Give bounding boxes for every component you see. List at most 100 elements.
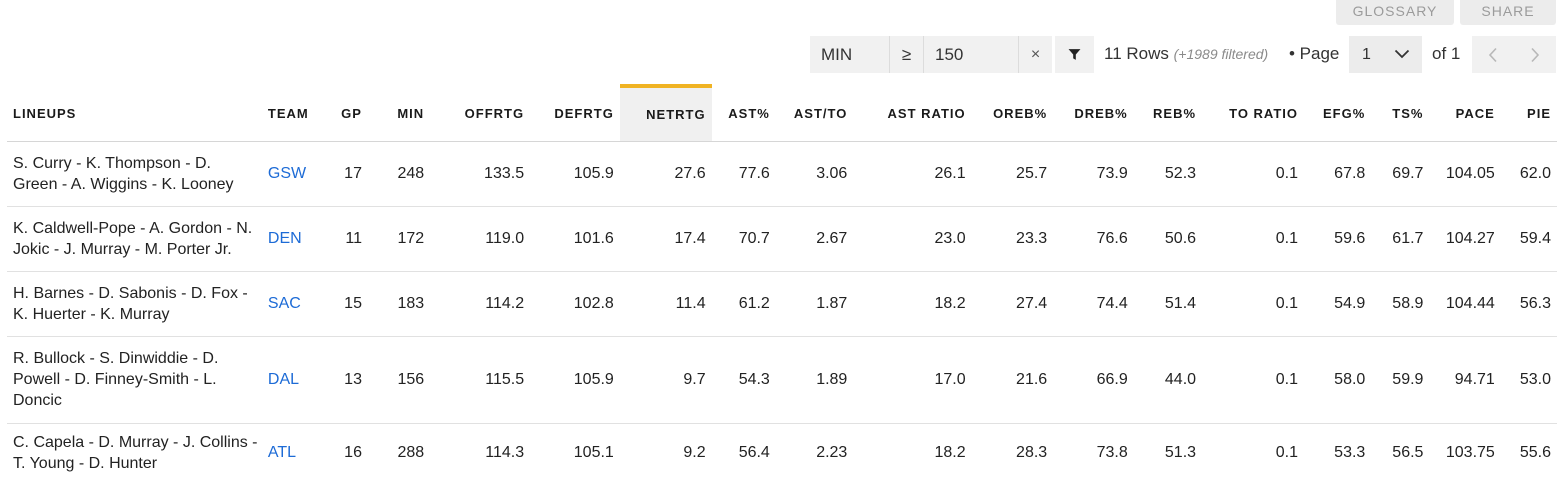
col-header-dreb-pct[interactable]: DREB% — [1053, 86, 1134, 142]
to-ratio-cell: 0.1 — [1202, 423, 1305, 483]
chevron-left-icon — [1488, 47, 1497, 62]
min-cell: 248 — [367, 141, 431, 207]
reb-pct-cell: 52.3 — [1133, 141, 1203, 207]
col-header-team[interactable]: TEAM — [261, 86, 313, 142]
glossary-button[interactable]: GLOSSARY — [1336, 0, 1454, 25]
team-link[interactable]: GSW — [261, 141, 313, 207]
col-header-ast-pct[interactable]: AST% — [711, 86, 776, 142]
min-cell: 183 — [367, 271, 431, 337]
table-row: R. Bullock - S. Dinwiddie - D. Powell - … — [7, 336, 1557, 424]
oreb-pct-cell: 27.4 — [971, 271, 1054, 337]
page-select-value: 1 — [1362, 46, 1371, 63]
dreb-pct-cell: 73.9 — [1053, 141, 1134, 207]
page-total: of 1 — [1432, 44, 1461, 63]
col-header-lineups[interactable]: LINEUPS — [7, 86, 262, 142]
ts-pct-cell: 59.9 — [1371, 336, 1430, 424]
offrtg-cell: 119.0 — [430, 206, 531, 272]
filtered-count: (+1989 filtered) — [1173, 46, 1269, 62]
team-link[interactable]: DEN — [261, 206, 313, 272]
share-button[interactable]: SHARE — [1460, 0, 1556, 25]
team-link[interactable]: ATL — [261, 423, 313, 483]
offrtg-cell: 114.2 — [430, 271, 531, 337]
header-row: LINEUPS TEAM GP MIN OFFRTG DEFRTG NETRTG… — [7, 84, 1557, 142]
ts-pct-cell: 69.7 — [1371, 141, 1430, 207]
dreb-pct-cell: 76.6 — [1053, 206, 1134, 272]
ast-to-cell: 1.87 — [775, 271, 854, 337]
to-ratio-cell: 0.1 — [1202, 271, 1305, 337]
col-header-defrtg[interactable]: DEFRTG — [530, 86, 620, 142]
col-header-min[interactable]: MIN — [367, 86, 431, 142]
ast-to-cell: 1.89 — [775, 336, 854, 424]
page-label: • Page — [1289, 44, 1340, 63]
col-header-pace[interactable]: PACE — [1429, 86, 1501, 142]
pie-cell: 56.3 — [1500, 271, 1557, 337]
ast-pct-cell: 77.6 — [711, 141, 776, 207]
gp-cell: 15 — [312, 271, 368, 337]
to-ratio-cell: 0.1 — [1202, 336, 1305, 424]
next-page-button[interactable] — [1514, 36, 1556, 73]
col-header-netrtg[interactable]: NETRTG — [619, 84, 712, 142]
netrtg-cell: 9.2 — [619, 423, 712, 483]
efg-pct-cell: 58.0 — [1304, 336, 1372, 424]
col-header-efg-pct[interactable]: EFG% — [1304, 86, 1372, 142]
pie-cell: 55.6 — [1500, 423, 1557, 483]
col-header-oreb-pct[interactable]: OREB% — [971, 86, 1054, 142]
prev-page-button[interactable] — [1472, 36, 1514, 73]
lineup-cell: R. Bullock - S. Dinwiddie - D. Powell - … — [7, 336, 262, 424]
filter-field-select[interactable]: MIN — [810, 36, 890, 73]
netrtg-cell: 27.6 — [619, 141, 712, 207]
ast-to-cell: 2.67 — [775, 206, 854, 272]
ast-to-cell: 3.06 — [775, 141, 854, 207]
rows-count: 11 Rows (+1989 filtered) — [1104, 44, 1268, 64]
lineup-cell: S. Curry - K. Thompson - D. Green - A. W… — [7, 141, 262, 207]
ts-pct-cell: 58.9 — [1371, 271, 1430, 337]
to-ratio-cell: 0.1 — [1202, 206, 1305, 272]
dreb-pct-cell: 73.8 — [1053, 423, 1134, 483]
lineup-cell: K. Caldwell-Pope - A. Gordon - N. Jokic … — [7, 206, 262, 272]
ast-pct-cell: 70.7 — [711, 206, 776, 272]
defrtg-cell: 101.6 — [530, 206, 620, 272]
apply-filter-button[interactable] — [1055, 36, 1094, 73]
col-header-offrtg[interactable]: OFFRTG — [430, 86, 531, 142]
pie-cell: 53.0 — [1500, 336, 1557, 424]
pie-cell: 59.4 — [1500, 206, 1557, 272]
col-header-reb-pct[interactable]: REB% — [1133, 86, 1203, 142]
filter-value-input[interactable]: 150 — [935, 45, 964, 64]
col-header-ast-ratio[interactable]: AST RATIO — [853, 86, 972, 142]
min-cell: 156 — [367, 336, 431, 424]
col-header-ast-to[interactable]: AST/TO — [775, 86, 854, 142]
min-filter: MIN ≥ 150 × — [810, 36, 1052, 73]
min-cell: 172 — [367, 206, 431, 272]
lineup-cell: C. Capela - D. Murray - J. Collins - T. … — [7, 423, 262, 483]
lineups-table: LINEUPS TEAM GP MIN OFFRTG DEFRTG NETRTG… — [7, 84, 1557, 483]
ast-to-cell: 2.23 — [775, 423, 854, 483]
offrtg-cell: 133.5 — [430, 141, 531, 207]
min-cell: 288 — [367, 423, 431, 483]
col-header-gp[interactable]: GP — [312, 86, 368, 142]
netrtg-cell: 17.4 — [619, 206, 712, 272]
ts-pct-cell: 61.7 — [1371, 206, 1430, 272]
oreb-pct-cell: 23.3 — [971, 206, 1054, 272]
defrtg-cell: 105.1 — [530, 423, 620, 483]
oreb-pct-cell: 21.6 — [971, 336, 1054, 424]
col-header-ts-pct[interactable]: TS% — [1371, 86, 1430, 142]
close-icon[interactable]: × — [1018, 36, 1052, 73]
pace-cell: 104.05 — [1429, 141, 1501, 207]
rows-count-label: 11 Rows — [1104, 44, 1169, 63]
netrtg-cell: 11.4 — [619, 271, 712, 337]
team-link[interactable]: SAC — [261, 271, 313, 337]
defrtg-cell: 105.9 — [530, 141, 620, 207]
ast-ratio-cell: 23.0 — [853, 206, 972, 272]
offrtg-cell: 115.5 — [430, 336, 531, 424]
gp-cell: 13 — [312, 336, 368, 424]
pager — [1472, 36, 1556, 73]
col-header-to-ratio[interactable]: TO RATIO — [1202, 86, 1305, 142]
page-select[interactable]: 1 — [1349, 36, 1422, 73]
gp-cell: 16 — [312, 423, 368, 483]
dreb-pct-cell: 66.9 — [1053, 336, 1134, 424]
team-link[interactable]: DAL — [261, 336, 313, 424]
gp-cell: 17 — [312, 141, 368, 207]
ast-ratio-cell: 26.1 — [853, 141, 972, 207]
col-header-pie[interactable]: PIE — [1500, 86, 1557, 142]
filter-operator-select[interactable]: ≥ — [890, 36, 924, 73]
